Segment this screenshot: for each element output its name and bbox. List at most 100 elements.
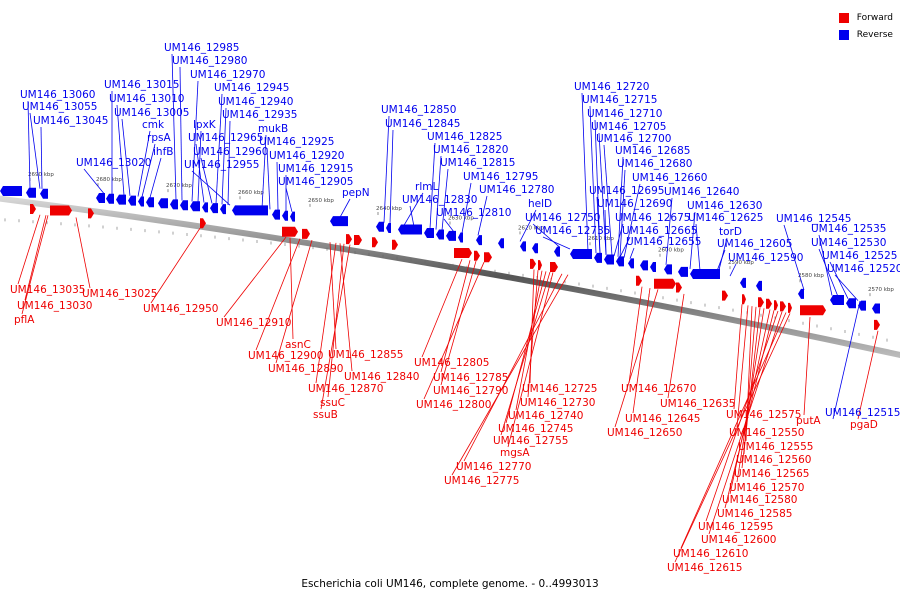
gene-label-um146-12705[interactable]: UM146_12705 [591, 121, 666, 133]
reverse-feature-arrow[interactable] [498, 238, 504, 249]
reverse-feature-arrow[interactable] [282, 210, 288, 221]
gene-label-um146-12910[interactable]: UM146_12910 [216, 317, 291, 329]
gene-label-um146-12830[interactable]: UM146_12830 [402, 194, 477, 206]
gene-label-um146-12740[interactable]: UM146_12740 [508, 410, 583, 422]
forward-feature-arrow[interactable] [88, 208, 94, 219]
forward-feature-arrow[interactable] [30, 204, 36, 215]
reverse-feature-arrow[interactable] [756, 280, 762, 291]
forward-feature-arrow[interactable] [636, 275, 642, 286]
gene-label-um146-12795[interactable]: UM146_12795 [463, 171, 538, 183]
reverse-feature-arrow[interactable] [210, 203, 218, 214]
forward-feature-arrow[interactable] [654, 278, 676, 289]
gene-label-um146-12725[interactable]: UM146_12725 [522, 383, 597, 395]
gene-label-um146-12545[interactable]: UM146_12545 [776, 213, 851, 225]
gene-label-um146-12695[interactable]: UM146_12695 [589, 185, 664, 197]
forward-feature-arrow[interactable] [774, 300, 778, 311]
reverse-feature-arrow[interactable] [690, 268, 720, 279]
forward-feature-arrow[interactable] [454, 247, 472, 258]
gene-label-um146-12850[interactable]: UM146_12850 [381, 104, 456, 116]
reverse-feature-arrow[interactable] [170, 199, 178, 210]
reverse-feature-arrow[interactable] [520, 241, 526, 252]
gene-label-um146-12605[interactable]: UM146_12605 [717, 238, 792, 250]
gene-label-um146-12750[interactable]: UM146_12750 [525, 212, 600, 224]
reverse-feature-arrow[interactable] [128, 195, 136, 206]
gene-label-um146-12555[interactable]: UM146_12555 [738, 441, 813, 453]
reverse-feature-arrow[interactable] [640, 260, 648, 271]
gene-label-um146-12920[interactable]: UM146_12920 [269, 150, 344, 162]
gene-label-um146-12915[interactable]: UM146_12915 [278, 163, 353, 175]
gene-label-um146-12535[interactable]: UM146_12535 [811, 223, 886, 235]
gene-label-um146-12570[interactable]: UM146_12570 [729, 482, 804, 494]
reverse-feature-arrow[interactable] [424, 227, 434, 238]
reverse-feature-arrow[interactable] [458, 232, 463, 243]
forward-feature-arrow[interactable] [530, 258, 536, 269]
reverse-feature-arrow[interactable] [872, 303, 880, 314]
forward-feature-arrow[interactable] [392, 239, 398, 250]
reverse-feature-arrow[interactable] [858, 300, 866, 311]
gene-label-um146-12700[interactable]: UM146_12700 [596, 133, 671, 145]
gene-label-um146-12515[interactable]: UM146_12515 [825, 407, 900, 419]
reverse-feature-arrow[interactable] [436, 229, 444, 240]
gene-label-um146-13020[interactable]: UM146_13020 [76, 157, 151, 169]
forward-feature-arrow[interactable] [302, 228, 310, 239]
gene-label-um146-12655[interactable]: UM146_12655 [626, 236, 701, 248]
reverse-feature-arrow[interactable] [740, 277, 746, 288]
gene-label-um146-12890[interactable]: UM146_12890 [268, 363, 343, 375]
gene-label-pgad[interactable]: pgaD [850, 419, 878, 431]
forward-feature-arrow[interactable] [780, 301, 786, 312]
reverse-feature-arrow[interactable] [532, 243, 538, 254]
reverse-feature-arrow[interactable] [650, 262, 656, 273]
forward-feature-arrow[interactable] [676, 282, 682, 293]
gene-label-um146-12675[interactable]: UM146_12675 [615, 212, 690, 224]
forward-feature-arrow[interactable] [372, 237, 378, 248]
reverse-feature-arrow[interactable] [798, 288, 804, 299]
gene-label-um146-12670[interactable]: UM146_12670 [621, 383, 696, 395]
gene-label-tord[interactable]: torD [719, 226, 742, 238]
gene-label-um146-12845[interactable]: UM146_12845 [385, 118, 460, 130]
reverse-feature-arrow[interactable] [446, 230, 456, 241]
forward-feature-arrow[interactable] [484, 252, 492, 263]
forward-feature-arrow[interactable] [788, 302, 792, 313]
gene-label-um146-12925[interactable]: UM146_12925 [259, 136, 334, 148]
gene-label-um146-12615[interactable]: UM146_12615 [667, 562, 742, 574]
forward-feature-arrow[interactable] [474, 250, 480, 261]
gene-label-um146-12595[interactable]: UM146_12595 [698, 521, 773, 533]
gene-label-um146-12770[interactable]: UM146_12770 [456, 461, 531, 473]
gene-label-um146-12815[interactable]: UM146_12815 [440, 157, 515, 169]
gene-label-um146-13025[interactable]: UM146_13025 [82, 288, 157, 300]
gene-label-um146-12745[interactable]: UM146_12745 [498, 423, 573, 435]
forward-feature-arrow[interactable] [200, 218, 206, 229]
gene-label-um146-12870[interactable]: UM146_12870 [308, 383, 383, 395]
forward-feature-arrow[interactable] [874, 319, 880, 330]
gene-label-um146-12820[interactable]: UM146_12820 [433, 144, 508, 156]
gene-label-um146-13010[interactable]: UM146_13010 [109, 93, 184, 105]
gene-label-um146-12660[interactable]: UM146_12660 [632, 172, 707, 184]
forward-feature-arrow[interactable] [758, 297, 764, 308]
reverse-feature-arrow[interactable] [476, 235, 482, 246]
gene-label-um146-12790[interactable]: UM146_12790 [433, 385, 508, 397]
gene-label-um146-12585[interactable]: UM146_12585 [717, 508, 792, 520]
reverse-feature-arrow[interactable] [846, 298, 856, 309]
forward-feature-arrow[interactable] [538, 260, 542, 271]
gene-label-mgsa[interactable]: mgsA [500, 447, 530, 459]
gene-label-um146-12680[interactable]: UM146_12680 [617, 158, 692, 170]
gene-label-um146-12600[interactable]: UM146_12600 [701, 534, 776, 546]
gene-label-um146-12560[interactable]: UM146_12560 [736, 454, 811, 466]
gene-label-um146-12630[interactable]: UM146_12630 [687, 200, 762, 212]
gene-label-um146-12800[interactable]: UM146_12800 [416, 399, 491, 411]
gene-label-um146-12575[interactable]: UM146_12575 [726, 409, 801, 421]
gene-label-ihfb[interactable]: ihfB [153, 146, 173, 158]
gene-label-um146-12565[interactable]: UM146_12565 [734, 468, 809, 480]
gene-label-um146-12780[interactable]: UM146_12780 [479, 184, 554, 196]
gene-label-um146-12550[interactable]: UM146_12550 [729, 427, 804, 439]
gene-label-um146-12805[interactable]: UM146_12805 [414, 357, 489, 369]
gene-label-ssuc[interactable]: ssuC [320, 397, 345, 409]
reverse-feature-arrow[interactable] [202, 202, 208, 213]
reverse-feature-arrow[interactable] [26, 187, 36, 198]
gene-label-um146-12710[interactable]: UM146_12710 [587, 108, 662, 120]
reverse-feature-arrow[interactable] [616, 256, 624, 267]
gene-label-um146-12980[interactable]: UM146_12980 [172, 55, 247, 67]
gene-label-um146-12955[interactable]: UM146_12955 [184, 159, 259, 171]
gene-label-um146-12785[interactable]: UM146_12785 [433, 372, 508, 384]
reverse-feature-arrow[interactable] [290, 211, 295, 222]
